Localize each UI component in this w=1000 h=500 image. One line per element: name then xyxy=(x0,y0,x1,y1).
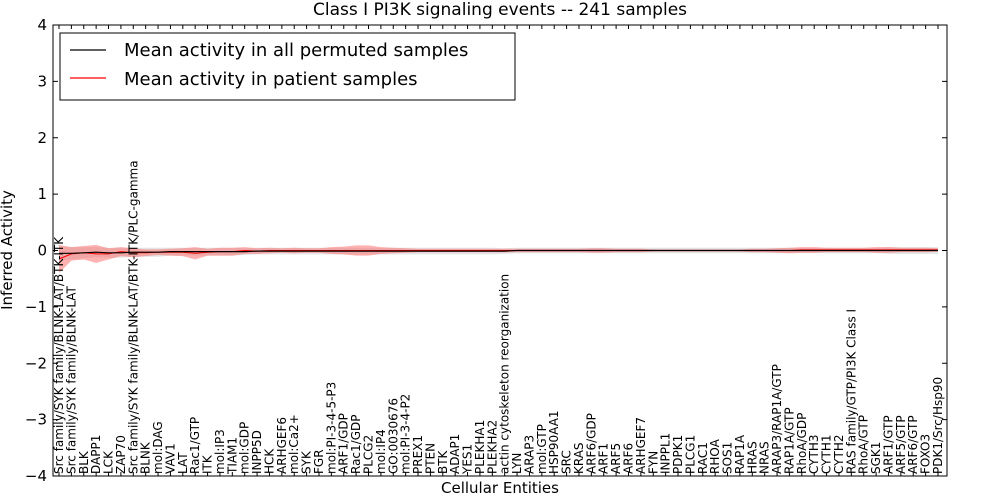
x-tick-label: HSP90AA1 xyxy=(547,410,561,474)
x-tick-label: mol:GDP xyxy=(238,422,252,474)
x-tick-label: mol:DAG xyxy=(151,421,165,474)
legend: Mean activity in all permuted samples Me… xyxy=(59,32,516,101)
x-tick-label: NRAS xyxy=(758,441,772,474)
band-series-1 xyxy=(59,244,938,273)
x-tick-label: PLEKHA1 xyxy=(473,420,487,474)
x-tick-label: ARF5 xyxy=(609,443,623,474)
x-tick-label: ARF6/GDP xyxy=(584,413,598,474)
x-tick-label: ARF5/GTP xyxy=(894,415,908,474)
y-tick-label: 1 xyxy=(37,185,47,203)
y-tick-label: 3 xyxy=(37,72,47,90)
x-tick-label: ITK xyxy=(201,454,215,474)
x-tick-label: RAP1A xyxy=(733,434,747,474)
x-tick-label: SOS1 xyxy=(721,442,735,474)
x-tick-label: PDK1/Src/Hsp90 xyxy=(931,377,945,474)
y-tick-label: −4 xyxy=(25,467,47,485)
x-tick-label: BTK xyxy=(436,449,450,474)
x-tick-label: PLCG2 xyxy=(362,435,376,474)
x-tick-label: RAP1A/GTP xyxy=(782,407,796,474)
legend-frame xyxy=(59,32,516,101)
x-tick-label: ARAP3 xyxy=(523,435,537,474)
x-tick-label: PLEKHA2 xyxy=(485,420,499,474)
x-tick-label: ARF1/GDP xyxy=(337,413,351,474)
y-tick-label: −3 xyxy=(25,411,47,429)
series-lines xyxy=(58,249,938,260)
chart-title: Class I PI3K signaling events -- 241 sam… xyxy=(313,0,687,20)
y-tick-label: 0 xyxy=(37,242,47,260)
y-axis-label: Inferred Activity xyxy=(0,190,16,310)
y-axis-ticks: −4 −3 −2 −1 0 1 2 3 4 xyxy=(25,16,947,485)
x-tick-label: PTEN xyxy=(423,443,437,474)
x-tick-label: Rac1/GTP xyxy=(188,417,202,474)
x-axis-label: Cellular Entities xyxy=(441,479,559,497)
y-tick-label: −2 xyxy=(25,354,47,372)
x-tick-label: LCK xyxy=(102,450,116,474)
x-tick-label: mol:GTP xyxy=(535,424,549,474)
x-tick-label: ARF1/GTP xyxy=(882,415,896,474)
x-tick-label: PREX1 xyxy=(411,435,425,474)
x-tick-label: SYK xyxy=(300,450,314,474)
x-tick-label: CYTH2 xyxy=(832,435,846,475)
x-tick-label: RHOA xyxy=(708,438,722,474)
x-tick-label: FYN xyxy=(646,451,660,474)
x-axis-ticks: Src family/SYK family/BLNK-LAT/BTK-ITKSr… xyxy=(52,25,945,476)
x-tick-label: ARF6/GTP xyxy=(906,415,920,474)
x-tick-label: mol:PI-3-4-5-P3 xyxy=(324,382,338,474)
x-tick-label: ARF1 xyxy=(597,443,611,474)
x-tick-label: HCK xyxy=(263,448,277,474)
x-tick-label: FGR xyxy=(312,449,326,474)
x-tick-label: SRC xyxy=(560,450,574,474)
x-tick-label: INPPL1 xyxy=(659,433,673,474)
x-tick-label: TIAM1 xyxy=(225,437,239,475)
x-tick-label: Rac1/GDP xyxy=(349,415,363,474)
x-tick-label: ARHGEF7 xyxy=(634,417,648,474)
x-tick-label: RhoA/GTP xyxy=(857,415,871,474)
x-tick-label: PDPK1 xyxy=(671,435,685,474)
x-tick-label: RAS family/GTP/PI3K Class I xyxy=(844,309,858,474)
x-tick-label: mol:IP4 xyxy=(374,429,388,474)
x-tick-label: Src family/SYK family/BLNK-LAT xyxy=(64,285,78,474)
x-tick-label: ADAP1 xyxy=(448,434,462,474)
x-tick-label: CYTH1 xyxy=(820,435,834,475)
x-tick-label: HRAS xyxy=(745,441,759,474)
x-tick-label: Src family/SYK family/BLNK-LAT/BTK-ITK xyxy=(52,236,66,474)
x-tick-label: ARAP3/RAP1A/GTP xyxy=(770,364,784,474)
x-tick-label: ZAP70 xyxy=(114,435,128,474)
x-tick-label: Src family/SYK family/BLNK-LAT/BTK-ITK/P… xyxy=(126,160,140,474)
y-tick-label: 2 xyxy=(37,129,47,147)
x-tick-label: ARHGEF6 xyxy=(275,417,289,474)
x-tick-label: DAPP1 xyxy=(89,435,103,474)
x-tick-label: PLCG1 xyxy=(683,435,697,474)
x-tick-label: ARF6 xyxy=(622,443,636,474)
x-tick-label: KRAS xyxy=(572,442,586,474)
x-tick-label: CYTH3 xyxy=(807,435,821,475)
legend-label-patient: Mean activity in patient samples xyxy=(124,69,418,90)
x-tick-label: BLNK xyxy=(139,441,153,474)
x-tick-label: VAV1 xyxy=(163,443,177,474)
x-tick-label: mol:IP3 xyxy=(213,429,227,474)
x-tick-label: FOXO3 xyxy=(919,434,933,474)
x-tick-label: mol:Ca2+ xyxy=(287,414,301,474)
x-tick-label: INPP5D xyxy=(250,430,264,474)
legend-label-permuted: Mean activity in all permuted samples xyxy=(124,40,468,61)
line-series-0 xyxy=(59,249,938,254)
x-tick-label: GO:0030676 xyxy=(386,398,400,474)
y-tick-label: 4 xyxy=(37,16,47,34)
y-tick-label: −1 xyxy=(25,298,47,316)
x-tick-label: mol:PI-3-4-P2 xyxy=(399,394,413,474)
x-tick-label: actin cytoskeleton reorganization xyxy=(498,274,512,474)
x-tick-label: RhoA/GDP xyxy=(795,413,809,474)
x-tick-label: LYN xyxy=(510,453,524,474)
x-tick-label: YES1 xyxy=(461,444,475,475)
x-tick-label: SGK1 xyxy=(869,442,883,474)
x-tick-label: BLK xyxy=(77,450,91,474)
x-tick-label: LAT xyxy=(176,452,190,474)
x-tick-label: RAC1 xyxy=(696,442,710,474)
